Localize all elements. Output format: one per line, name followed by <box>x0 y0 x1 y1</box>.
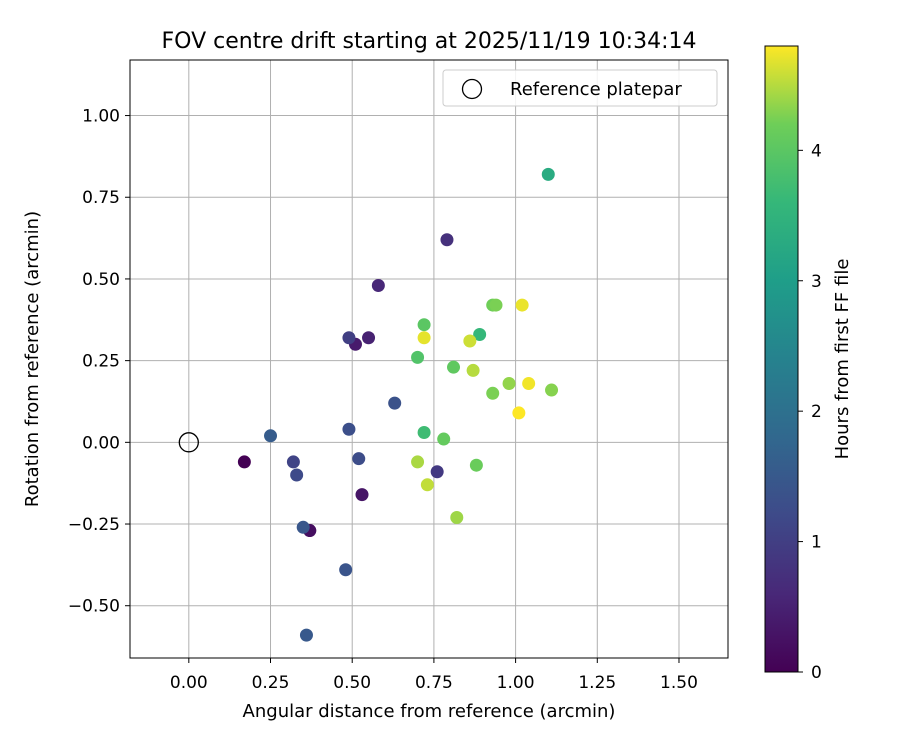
x-tick-label: 1.25 <box>578 673 616 693</box>
colorbar-label: Hours from first FF file <box>832 259 853 460</box>
data-point <box>522 377 536 391</box>
data-point <box>286 455 300 469</box>
data-point <box>466 363 480 377</box>
data-point <box>545 383 559 397</box>
data-point <box>411 455 425 469</box>
data-point <box>352 452 366 466</box>
data-point <box>417 331 431 345</box>
plot-frame <box>129 59 729 659</box>
data-point <box>388 396 402 410</box>
colorbar-tick-label: 4 <box>811 141 822 161</box>
x-axis-ticks: 0.00 0.25 0.50 0.75 1.00 1.25 1.50 <box>170 658 698 693</box>
legend-reference-marker <box>461 78 483 100</box>
data-point <box>371 278 385 292</box>
data-point <box>447 360 461 374</box>
colorbar-tick-label: 1 <box>811 533 822 553</box>
y-tick-label: 1.00 <box>82 107 120 127</box>
x-axis-label: Angular distance from reference (arcmin) <box>243 701 616 722</box>
y-tick-label: 0.50 <box>82 270 120 290</box>
x-tick-label: 1.00 <box>497 673 535 693</box>
data-point <box>362 331 376 345</box>
chart-title: FOV centre drift starting at 2025/11/19 … <box>162 29 697 54</box>
data-point <box>342 331 356 345</box>
data-points <box>178 167 559 642</box>
data-point <box>342 422 356 436</box>
data-point <box>417 426 431 440</box>
data-point <box>420 478 434 492</box>
colorbar-ticks: 0 1 2 3 4 <box>798 141 822 683</box>
legend-label: Reference platepar <box>510 79 682 100</box>
data-point <box>430 465 444 479</box>
y-tick-label: −0.25 <box>68 515 120 535</box>
data-point <box>237 455 251 469</box>
legend: Reference platepar <box>442 69 718 107</box>
x-tick-label: 0.50 <box>333 673 371 693</box>
data-point <box>463 334 477 348</box>
y-tick-label: 0.00 <box>82 433 120 453</box>
data-point <box>411 350 425 364</box>
y-tick-label: −0.50 <box>68 597 120 617</box>
x-tick-label: 0.75 <box>415 673 453 693</box>
data-point <box>469 458 483 472</box>
colorbar-tick-label: 0 <box>811 663 822 683</box>
x-tick-label: 1.50 <box>660 673 698 693</box>
x-tick-label: 0.25 <box>252 673 290 693</box>
grid-lines <box>130 60 728 658</box>
data-point <box>450 510 464 524</box>
data-point <box>290 468 304 482</box>
legend-box <box>442 69 718 107</box>
reference-platepar-marker <box>178 432 199 453</box>
colorbar: 0 1 2 3 4 Hours from first FF file <box>764 45 853 683</box>
data-point <box>541 167 555 181</box>
data-point <box>264 429 278 443</box>
data-point <box>339 563 353 577</box>
data-point <box>355 488 369 502</box>
data-point <box>296 520 310 534</box>
colorbar-tick-label: 2 <box>811 402 822 422</box>
y-tick-label: 0.75 <box>82 188 120 208</box>
data-point <box>417 318 431 332</box>
colorbar-tick-label: 3 <box>811 272 822 292</box>
data-point <box>486 386 500 400</box>
y-axis-label: Rotation from reference (arcmin) <box>22 211 43 507</box>
colorbar-gradient <box>764 45 799 673</box>
data-point <box>299 628 313 642</box>
data-point <box>515 298 529 312</box>
y-tick-label: 0.25 <box>82 352 120 372</box>
data-point <box>502 377 516 391</box>
data-point <box>437 432 451 446</box>
data-point <box>440 233 454 247</box>
x-tick-label: 0.00 <box>170 673 208 693</box>
data-point <box>489 298 503 312</box>
data-point <box>512 406 526 420</box>
data-point <box>473 327 487 341</box>
y-axis-ticks: −0.50 −0.25 0.00 0.25 0.50 0.75 1.00 <box>68 107 130 617</box>
